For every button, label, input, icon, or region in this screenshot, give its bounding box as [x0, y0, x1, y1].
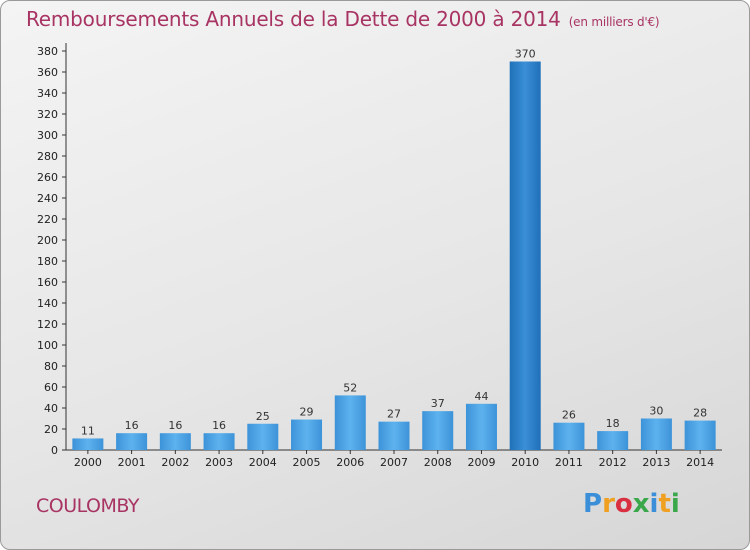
bar-2006 — [334, 395, 366, 450]
x-tick-label-2008: 2008 — [424, 456, 452, 469]
y-tick-label: 320 — [37, 108, 58, 121]
y-tick-label: 340 — [37, 87, 58, 100]
bar-2011 — [553, 422, 585, 450]
y-tick-label: 240 — [37, 192, 58, 205]
x-tick-label-2002: 2002 — [161, 456, 189, 469]
x-tick-label-2003: 2003 — [205, 456, 233, 469]
y-tick-label: 280 — [37, 150, 58, 163]
y-tick-label: 80 — [44, 360, 58, 373]
chart-title: Remboursements Annuels de la Dette de 20… — [26, 7, 660, 31]
chart-axes: 0 20 40 60 80 100 120 140 160 180 200 220 240 260 280 3… — [37, 43, 722, 469]
y-tick-label: 0 — [51, 444, 58, 457]
x-tick-label-2014: 2014 — [686, 456, 714, 469]
logo-letter: i — [670, 489, 680, 519]
logo-letter: x — [632, 489, 650, 519]
y-tick-label: 380 — [37, 45, 58, 58]
bar-2002 — [159, 433, 191, 450]
y-tick-label: 100 — [37, 339, 58, 352]
x-tick-label-2006: 2006 — [336, 456, 364, 469]
data-label-2003: 16 — [212, 419, 226, 432]
chart-unit: (en milliers d'€) — [568, 15, 660, 29]
bar-2013 — [640, 418, 672, 450]
y-tick-label: 60 — [44, 381, 58, 394]
data-label-2007: 27 — [387, 408, 401, 421]
y-tick-label: 220 — [37, 213, 58, 226]
bar-2003 — [203, 433, 235, 450]
bar-2008 — [422, 411, 454, 450]
x-tick-label-2009: 2009 — [467, 456, 495, 469]
chart-bars: 11 16 16 16 25 29 52 27 37 44 370 26 18 30 28 — [72, 48, 716, 450]
bar-2005 — [291, 419, 323, 450]
x-tick-label-2013: 2013 — [642, 456, 670, 469]
y-tick-label: 160 — [37, 276, 58, 289]
bar-2010 — [509, 61, 541, 450]
logo-letter: r — [602, 489, 615, 519]
bar-2012 — [597, 431, 629, 450]
bar-2004 — [247, 423, 279, 450]
y-tick-label: 40 — [44, 402, 58, 415]
y-tick-label: 360 — [37, 66, 58, 79]
proxiti-logo: Proxiti — [583, 489, 680, 519]
y-tick-label: 300 — [37, 129, 58, 142]
bar-2000 — [72, 438, 104, 450]
bar-2014 — [684, 420, 716, 450]
bar-2001 — [116, 433, 148, 450]
data-label-2012: 18 — [606, 417, 620, 430]
y-tick-label: 260 — [37, 171, 58, 184]
x-tick-label-2001: 2001 — [118, 456, 146, 469]
data-label-2002: 16 — [168, 419, 182, 432]
data-label-2005: 29 — [300, 406, 314, 419]
x-tick-label-2010: 2010 — [511, 456, 539, 469]
x-tick-label-2012: 2012 — [599, 456, 627, 469]
x-tick-label-2011: 2011 — [555, 456, 583, 469]
data-label-2000: 11 — [81, 424, 95, 437]
data-label-2011: 26 — [562, 409, 576, 422]
x-tick-label-2007: 2007 — [380, 456, 408, 469]
data-label-2010: 370 — [515, 48, 536, 61]
y-tick-label: 180 — [37, 255, 58, 268]
x-tick-label-2000: 2000 — [74, 456, 102, 469]
y-tick-label: 120 — [37, 318, 58, 331]
logo-letter: o — [614, 489, 633, 519]
data-label-2013: 30 — [649, 405, 663, 418]
logo-letter: P — [583, 489, 603, 519]
y-tick-label: 140 — [37, 297, 58, 310]
bar-2009 — [465, 403, 497, 450]
chart-title-text: Remboursements Annuels de la Dette de 20… — [26, 7, 561, 31]
data-label-2004: 25 — [256, 410, 270, 423]
bar-2007 — [378, 421, 410, 450]
data-label-2009: 44 — [474, 390, 488, 403]
data-label-2001: 16 — [125, 419, 139, 432]
data-label-2008: 37 — [431, 397, 445, 410]
y-tick-label: 200 — [37, 234, 58, 247]
x-tick-label-2004: 2004 — [249, 456, 277, 469]
logo-letter: t — [658, 489, 671, 519]
x-tick-label-2005: 2005 — [293, 456, 321, 469]
logo-letter: i — [649, 489, 659, 519]
data-label-2014: 28 — [693, 407, 707, 420]
data-label-2006: 52 — [343, 381, 357, 394]
y-tick-label: 20 — [44, 423, 58, 436]
commune-name: COULOMBY — [36, 495, 140, 517]
